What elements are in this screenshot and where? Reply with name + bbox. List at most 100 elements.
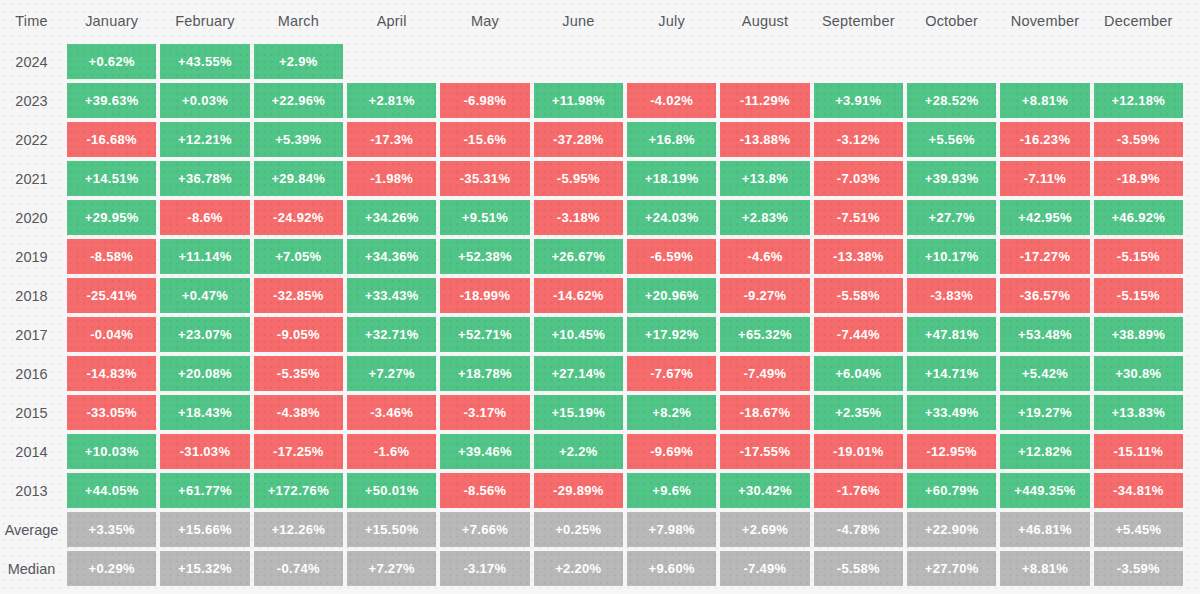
return-cell-2013-november: +449.35% bbox=[1000, 473, 1089, 508]
return-cell-2020-december: +46.92% bbox=[1094, 200, 1183, 235]
return-cell-2022-march: +5.39% bbox=[254, 122, 343, 157]
return-cell-2015-march: -4.38% bbox=[254, 395, 343, 430]
return-cell-2014-april: -1.6% bbox=[347, 434, 436, 469]
return-cell-2017-march: -9.05% bbox=[254, 317, 343, 352]
return-cell-2015-september: +2.35% bbox=[814, 395, 903, 430]
return-cell-2013-august: +30.42% bbox=[720, 473, 809, 508]
return-cell-2023-july: -4.02% bbox=[627, 83, 716, 118]
row-label-2014: 2014 bbox=[0, 434, 63, 469]
month-header-february: February bbox=[160, 2, 249, 40]
return-cell-2023-april: +2.81% bbox=[347, 83, 436, 118]
return-cell-2016-may: +18.78% bbox=[440, 356, 529, 391]
return-cell-2013-may: -8.56% bbox=[440, 473, 529, 508]
return-cell-median-march: -0.74% bbox=[254, 551, 343, 586]
return-cell-2016-april: +7.27% bbox=[347, 356, 436, 391]
return-cell-2023-may: -6.98% bbox=[440, 83, 529, 118]
return-cell-2020-april: +34.26% bbox=[347, 200, 436, 235]
return-cell-2019-july: -6.59% bbox=[627, 239, 716, 274]
return-cell-2013-july: +9.6% bbox=[627, 473, 716, 508]
return-cell-2023-december: +12.18% bbox=[1094, 83, 1183, 118]
return-cell-2021-may: -35.31% bbox=[440, 161, 529, 196]
return-cell-average-may: +7.66% bbox=[440, 512, 529, 547]
return-cell-2023-october: +28.52% bbox=[907, 83, 996, 118]
month-header-july: July bbox=[627, 2, 716, 40]
return-cell-average-august: +2.69% bbox=[720, 512, 809, 547]
return-cell-average-july: +7.98% bbox=[627, 512, 716, 547]
return-cell-2021-february: +36.78% bbox=[160, 161, 249, 196]
return-cell-2020-february: -8.6% bbox=[160, 200, 249, 235]
return-cell-2024-january: +0.62% bbox=[67, 44, 156, 79]
row-label-average: Average bbox=[0, 512, 63, 547]
empty-cell-2024-june bbox=[534, 44, 623, 79]
return-cell-2021-january: +14.51% bbox=[67, 161, 156, 196]
return-cell-2020-october: +27.7% bbox=[907, 200, 996, 235]
return-cell-2016-january: -14.83% bbox=[67, 356, 156, 391]
month-header-june: June bbox=[534, 2, 623, 40]
return-cell-average-september: -4.78% bbox=[814, 512, 903, 547]
return-cell-2016-june: +27.14% bbox=[534, 356, 623, 391]
return-cell-2013-march: +172.76% bbox=[254, 473, 343, 508]
return-cell-2013-january: +44.05% bbox=[67, 473, 156, 508]
return-cell-2022-january: -16.68% bbox=[67, 122, 156, 157]
return-cell-2019-december: -5.15% bbox=[1094, 239, 1183, 274]
month-header-march: March bbox=[254, 2, 343, 40]
empty-cell-2024-april bbox=[347, 44, 436, 79]
empty-cell-2024-september bbox=[814, 44, 903, 79]
return-cell-2013-february: +61.77% bbox=[160, 473, 249, 508]
return-cell-2018-august: -9.27% bbox=[720, 278, 809, 313]
row-label-2019: 2019 bbox=[0, 239, 63, 274]
return-cell-2019-october: +10.17% bbox=[907, 239, 996, 274]
return-cell-2018-january: -25.41% bbox=[67, 278, 156, 313]
return-cell-2013-april: +50.01% bbox=[347, 473, 436, 508]
return-cell-average-november: +46.81% bbox=[1000, 512, 1089, 547]
return-cell-average-april: +15.50% bbox=[347, 512, 436, 547]
row-label-2021: 2021 bbox=[0, 161, 63, 196]
return-cell-average-october: +22.90% bbox=[907, 512, 996, 547]
return-cell-2018-april: +33.43% bbox=[347, 278, 436, 313]
return-cell-2017-november: +53.48% bbox=[1000, 317, 1089, 352]
return-cell-2023-february: +0.03% bbox=[160, 83, 249, 118]
return-cell-2022-december: -3.59% bbox=[1094, 122, 1183, 157]
return-cell-median-november: +8.81% bbox=[1000, 551, 1089, 586]
return-cell-2019-may: +52.38% bbox=[440, 239, 529, 274]
row-label-2013: 2013 bbox=[0, 473, 63, 508]
return-cell-2016-march: -5.35% bbox=[254, 356, 343, 391]
return-cell-2018-march: -32.85% bbox=[254, 278, 343, 313]
return-cell-2015-june: +15.19% bbox=[534, 395, 623, 430]
return-cell-median-april: +7.27% bbox=[347, 551, 436, 586]
return-cell-2022-august: -13.88% bbox=[720, 122, 809, 157]
return-cell-median-september: -5.58% bbox=[814, 551, 903, 586]
row-label-2022: 2022 bbox=[0, 122, 63, 157]
return-cell-2014-december: -15.11% bbox=[1094, 434, 1183, 469]
row-label-2023: 2023 bbox=[0, 83, 63, 118]
time-header: Time bbox=[0, 2, 63, 40]
return-cell-median-august: -7.49% bbox=[720, 551, 809, 586]
return-cell-2017-june: +10.45% bbox=[534, 317, 623, 352]
return-cell-2020-august: +2.83% bbox=[720, 200, 809, 235]
return-cell-2017-july: +17.92% bbox=[627, 317, 716, 352]
return-cell-2018-may: -18.99% bbox=[440, 278, 529, 313]
returns-grid: TimeJanuaryFebruaryMarchAprilMayJuneJuly… bbox=[0, 0, 1200, 590]
return-cell-2023-september: +3.91% bbox=[814, 83, 903, 118]
empty-cell-2024-august bbox=[720, 44, 809, 79]
return-cell-2017-may: +52.71% bbox=[440, 317, 529, 352]
month-header-october: October bbox=[907, 2, 996, 40]
return-cell-2015-april: -3.46% bbox=[347, 395, 436, 430]
return-cell-2022-june: -37.28% bbox=[534, 122, 623, 157]
return-cell-2022-november: -16.23% bbox=[1000, 122, 1089, 157]
return-cell-2014-march: -17.25% bbox=[254, 434, 343, 469]
return-cell-2018-july: +20.96% bbox=[627, 278, 716, 313]
return-cell-2015-january: -33.05% bbox=[67, 395, 156, 430]
return-cell-2018-november: -36.57% bbox=[1000, 278, 1089, 313]
return-cell-2017-october: +47.81% bbox=[907, 317, 996, 352]
row-label-2018: 2018 bbox=[0, 278, 63, 313]
return-cell-2016-november: +5.42% bbox=[1000, 356, 1089, 391]
return-cell-median-june: +2.20% bbox=[534, 551, 623, 586]
return-cell-2019-november: -17.27% bbox=[1000, 239, 1089, 274]
return-cell-2017-august: +65.32% bbox=[720, 317, 809, 352]
return-cell-average-december: +5.45% bbox=[1094, 512, 1183, 547]
return-cell-2014-november: +12.82% bbox=[1000, 434, 1089, 469]
return-cell-2013-september: -1.76% bbox=[814, 473, 903, 508]
return-cell-2024-february: +43.55% bbox=[160, 44, 249, 79]
row-label-2016: 2016 bbox=[0, 356, 63, 391]
